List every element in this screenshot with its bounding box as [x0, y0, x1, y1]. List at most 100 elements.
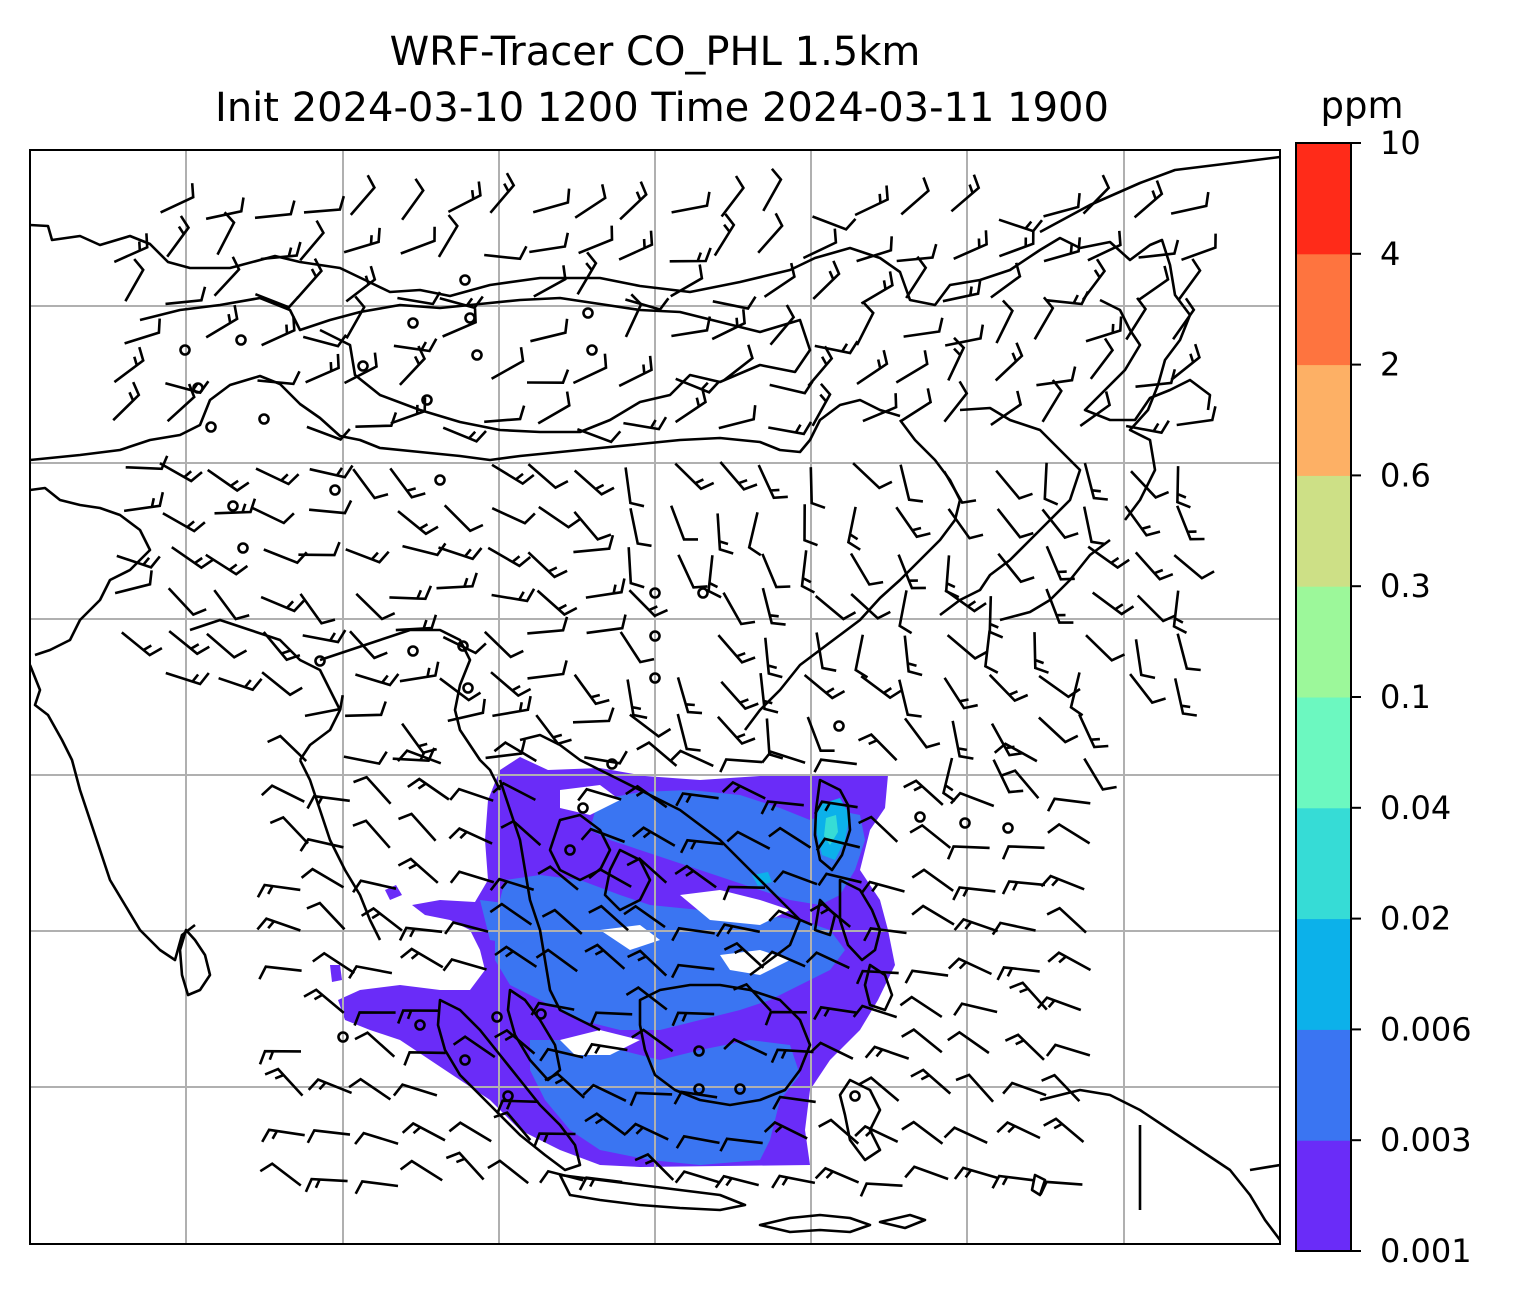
wind-barb	[862, 393, 898, 423]
wind-barb	[993, 742, 1038, 763]
wind-barb	[814, 1166, 860, 1184]
wind-barb	[539, 1169, 584, 1184]
wind-barb	[500, 819, 542, 847]
wind-barb	[953, 230, 988, 260]
wind-barb	[396, 1009, 440, 1024]
wind-barb	[673, 1090, 718, 1105]
wind-barb	[1085, 316, 1123, 343]
wind-barb	[493, 741, 537, 763]
coastline	[558, 1173, 747, 1212]
wind-barb	[305, 353, 340, 384]
colorbar-segment	[1296, 807, 1351, 920]
calm-wind-marker	[586, 344, 598, 356]
wind-barb	[947, 336, 966, 381]
wind-barb	[623, 904, 666, 929]
wind-barb	[260, 595, 305, 613]
wind-barb	[345, 701, 387, 718]
wind-barb	[345, 548, 390, 564]
plume-region	[480, 900, 540, 945]
wind-barb	[165, 380, 210, 395]
wind-barb	[258, 1049, 302, 1065]
wind-barb	[773, 870, 818, 886]
wind-barb	[442, 635, 487, 655]
calm-wind-marker	[235, 334, 247, 346]
wind-barb	[1033, 632, 1049, 674]
wind-barb	[124, 258, 145, 302]
wind-barb	[585, 578, 626, 599]
wind-barb	[167, 587, 207, 617]
coastline	[999, 538, 1111, 622]
wind-barb	[298, 541, 341, 557]
wind-barb	[760, 800, 804, 815]
wind-barb	[258, 965, 302, 980]
wind-barb	[449, 787, 494, 802]
wind-barb	[352, 468, 389, 500]
wind-barb	[947, 508, 984, 540]
wind-barb	[994, 342, 1024, 382]
wind-barb	[624, 467, 645, 508]
wind-barb	[491, 507, 536, 525]
wind-barb	[399, 661, 440, 683]
wind-barb	[526, 369, 570, 385]
colorbar-segments	[1296, 143, 1351, 1252]
wind-barb	[722, 592, 756, 626]
wind-barb	[397, 857, 439, 884]
wind-barb	[583, 1042, 628, 1058]
wind-barb	[398, 812, 437, 842]
wind-barb	[716, 715, 756, 746]
wind-barb	[489, 902, 533, 926]
coastline	[30, 223, 1192, 521]
coastline	[30, 664, 196, 962]
colorbar-segment	[1296, 1029, 1351, 1141]
wind-barb	[1085, 634, 1126, 662]
wind-barb	[250, 506, 295, 525]
wind-barb	[308, 499, 353, 515]
wind-barb	[1083, 757, 1117, 791]
wind-barb	[536, 589, 578, 617]
colorbar-tick-label: 0.003	[1380, 1121, 1472, 1159]
calm-wind-marker	[959, 817, 971, 829]
wind-barb	[1082, 174, 1111, 215]
wind-barb	[627, 949, 668, 977]
wind-barb	[899, 388, 933, 423]
plume-region	[385, 885, 402, 900]
wind-barb	[306, 425, 351, 442]
wind-barb	[671, 316, 712, 338]
wind-barb	[953, 1002, 998, 1017]
wind-barb	[803, 673, 846, 700]
wind-barb	[626, 679, 648, 720]
wind-barb	[269, 815, 309, 845]
plume-gap	[680, 890, 790, 925]
wind-barb	[1001, 845, 1045, 860]
wind-barb	[855, 969, 899, 985]
colorbar-tick-label: 0.006	[1380, 1010, 1472, 1048]
wind-barb	[942, 757, 956, 802]
wind-barb	[483, 630, 524, 659]
wind-barb	[712, 296, 757, 310]
wind-barb	[800, 550, 816, 594]
wind-barb	[715, 923, 761, 938]
colorbar-ticks: 0.001 0.003 0.006 0.02 0.04 0.1 0.3 0.6 2 4 10	[1351, 124, 1472, 1270]
wind-barb	[1176, 406, 1217, 427]
wind-barb	[442, 426, 487, 443]
wind-barb	[303, 195, 346, 214]
wind-barb	[348, 964, 393, 979]
wind-barb	[1036, 366, 1077, 387]
wind-barb	[355, 673, 400, 687]
coastline	[519, 733, 802, 977]
wind-barb	[159, 462, 203, 483]
wind-barb	[674, 462, 715, 491]
wind-barb	[670, 963, 715, 979]
wind-barb	[261, 1128, 305, 1143]
wind-barb	[494, 1028, 536, 1055]
wind-barb	[717, 634, 756, 664]
wind-barb	[763, 1120, 808, 1140]
wind-barb	[1041, 508, 1079, 540]
wind-barb	[761, 750, 806, 764]
wind-barb	[573, 534, 615, 554]
wind-barb	[541, 908, 583, 935]
wind-barb	[1172, 297, 1196, 341]
wind-barb	[1002, 1081, 1047, 1097]
wind-barb	[213, 589, 250, 621]
wind-barb	[589, 1011, 633, 1027]
